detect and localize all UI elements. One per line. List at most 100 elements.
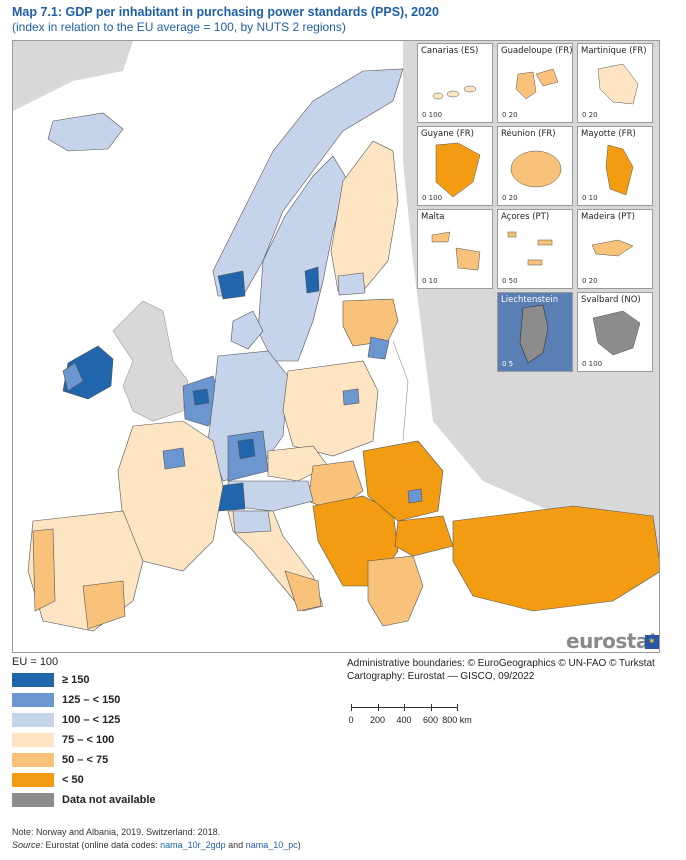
footer-source: Source: Eurostat (online data codes: nam… <box>12 839 301 852</box>
data-code-link-2[interactable]: nama_10_pc <box>245 840 298 850</box>
legend-title: EU = 100 <box>12 656 59 668</box>
legend-label: < 50 <box>62 774 84 786</box>
source-label: Source: <box>12 840 44 850</box>
inset-reunion-title: Réunion (FR) <box>501 129 556 139</box>
inset-guyane-scale: 0 100 <box>422 194 443 202</box>
scale-tick <box>430 704 432 711</box>
map-title: GDP per inhabitant in purchasing power s… <box>65 5 439 19</box>
inset-svalbard-title: Svalbard (NO) <box>581 295 641 305</box>
inset-madeira: Madeira (PT) 0 20 <box>577 209 653 289</box>
inset-svalbard-scale: 0 100 <box>582 360 603 368</box>
region-poland <box>282 360 379 457</box>
source-close: ) <box>297 840 301 850</box>
region-greece <box>367 555 424 627</box>
inset-guyane-shape <box>435 142 481 198</box>
inset-mayotte-title: Mayotte (FR) <box>581 129 636 139</box>
inset-mayotte-shape <box>605 144 634 196</box>
eu-flag-icon: ✶ <box>645 635 659 649</box>
legend-label: 50 – < 75 <box>62 754 109 766</box>
legend-item: Data not available <box>12 790 312 810</box>
inset-martinique-scale: 0 20 <box>582 111 598 119</box>
inset-guadeloupe-title: Guadeloupe (FR) <box>501 46 573 56</box>
inset-acores: Açores (PT) 0 50 <box>497 209 573 289</box>
region-ireland-west <box>62 362 84 392</box>
map-frame: Canarias (ES) 0 100 Guadeloupe (FR) 0 20… <box>12 40 660 653</box>
inset-canarias-title: Canarias (ES) <box>421 46 479 56</box>
region-andalucia <box>82 580 126 630</box>
scale-tick-label: 0 <box>348 715 354 725</box>
legend-item: 50 – < 75 <box>12 750 312 770</box>
region-uk <box>112 300 189 422</box>
footer-note: Note: Norway and Albania, 2019. Switzerl… <box>12 827 221 837</box>
credits-boundaries: Administrative boundaries: © EuroGeograp… <box>347 658 655 669</box>
source-text: Eurostat (online data codes: <box>43 840 161 850</box>
footer-notes: Note: Norway and Albania, 2019. Switzerl… <box>12 826 301 852</box>
scale-tick <box>404 704 405 711</box>
map-credits: Administrative boundaries: © EuroGeograp… <box>347 657 655 683</box>
legend-items: ≥ 150 125 – < 150 100 – < 125 75 – < 100 50 … <box>12 670 312 810</box>
inset-canarias-scale: 0 100 <box>422 111 443 119</box>
region-amsterdam <box>192 388 210 406</box>
scale-tick <box>457 704 458 711</box>
greenland-area <box>13 41 133 111</box>
region-turkey <box>452 505 659 612</box>
region-denmark <box>230 310 264 350</box>
scale-tick <box>377 704 379 711</box>
region-paris <box>162 447 186 470</box>
legend-label: Data not available <box>62 794 156 806</box>
map-title-line: Map 7.1: GDP per inhabitant in purchasin… <box>12 4 672 20</box>
inset-mayotte: Mayotte (FR) 0 10 <box>577 126 653 206</box>
legend-swatch <box>12 773 54 787</box>
region-munich <box>237 438 256 460</box>
inset-acores-scale: 0 50 <box>502 277 518 285</box>
inset-malta-shape <box>431 231 481 271</box>
region-romania <box>362 440 444 522</box>
inset-martinique-shape <box>597 63 639 105</box>
scale-tick-label: 200 <box>369 715 386 725</box>
map-legend: EU = 100 ≥ 150 125 – < 150 100 – < 125 75 –… <box>12 656 312 810</box>
inset-malta: Malta 0 10 <box>417 209 493 289</box>
legend-swatch <box>12 753 54 767</box>
inset-liechtenstein-scale: 0 5 <box>502 360 514 368</box>
region-warsaw <box>342 388 360 406</box>
scale-tick <box>351 704 352 711</box>
legend-label: ≥ 150 <box>62 674 90 686</box>
inset-martinique-title: Martinique (FR) <box>581 46 647 56</box>
region-france <box>117 420 224 572</box>
legend-swatch <box>12 713 54 727</box>
scale-bar: 0 200 400 600 800 km <box>347 700 487 728</box>
inset-canarias: Canarias (ES) 0 100 <box>417 43 493 123</box>
map-subtitle: (index in relation to the EU average = 1… <box>12 20 346 34</box>
legend-item: ≥ 150 <box>12 670 312 690</box>
inset-acores-shape <box>507 231 553 266</box>
legend-label: 125 – < 150 <box>62 694 121 706</box>
source-and: and <box>225 840 246 850</box>
inset-liechtenstein-shape <box>519 304 549 364</box>
legend-item: 100 – < 125 <box>12 710 312 730</box>
inset-guadeloupe-shape <box>515 68 559 100</box>
eurostat-logo: eurostat <box>566 629 658 653</box>
inset-malta-scale: 0 10 <box>422 277 438 285</box>
legend-swatch <box>12 733 54 747</box>
scale-tick-label: 800 km <box>442 715 472 725</box>
inset-svalbard: Svalbard (NO) 0 100 <box>577 292 653 372</box>
legend-swatch <box>12 693 54 707</box>
legend-item: 75 – < 100 <box>12 730 312 750</box>
data-code-link-1[interactable]: nama_10r_2gdp <box>160 840 226 850</box>
region-stockholm <box>304 266 320 294</box>
credits-cartography: Cartography: Eurostat — GISCO, 09/2022 <box>347 671 535 682</box>
inset-madeira-scale: 0 20 <box>582 277 598 285</box>
inset-liechtenstein: Liechtenstein 0 5 <box>497 292 573 372</box>
region-portugal <box>32 528 56 612</box>
inset-reunion-scale: 0 20 <box>502 194 518 202</box>
inset-guyane: Guyane (FR) 0 100 <box>417 126 493 206</box>
inset-canarias-shape <box>432 85 477 100</box>
region-helsinki <box>337 272 366 296</box>
inset-guyane-title: Guyane (FR) <box>421 129 474 139</box>
legend-label: 75 – < 100 <box>62 734 115 746</box>
region-oslo <box>217 270 246 300</box>
inset-madeira-title: Madeira (PT) <box>581 212 635 222</box>
border-line <box>392 340 409 442</box>
region-finland <box>330 140 399 292</box>
scale-tick-label: 400 <box>396 715 412 725</box>
